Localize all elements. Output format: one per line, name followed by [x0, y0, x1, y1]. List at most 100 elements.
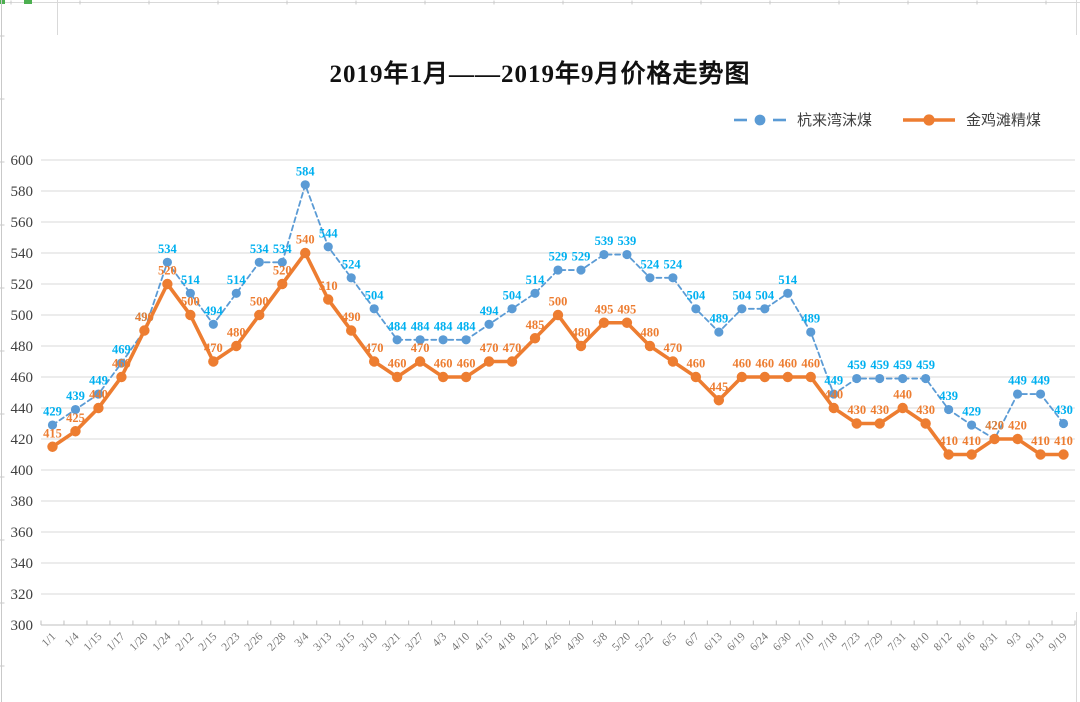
chart-title: 2019年1月——2019年9月价格走势图: [329, 61, 751, 88]
svg-text:484: 484: [411, 319, 431, 333]
svg-text:4/26: 4/26: [541, 630, 564, 653]
svg-text:490: 490: [135, 310, 154, 324]
svg-text:6/5: 6/5: [660, 630, 679, 649]
svg-text:460: 460: [11, 370, 34, 386]
svg-text:5/22: 5/22: [633, 630, 656, 653]
svg-text:540: 540: [296, 233, 315, 247]
svg-text:9/3: 9/3: [1005, 630, 1024, 649]
svg-text:469: 469: [112, 343, 131, 357]
svg-text:470: 470: [411, 341, 430, 355]
svg-text:449: 449: [824, 374, 843, 388]
svg-text:430: 430: [870, 403, 889, 417]
svg-text:4/3: 4/3: [430, 630, 449, 649]
svg-text:504: 504: [365, 288, 385, 302]
x-axis-labels: 1/1 1/4 1/15 1/17 1/20 1/24 2/12 2/15 2/23 2/26 2/…: [40, 630, 1070, 653]
svg-text:8/31: 8/31: [978, 630, 1001, 653]
svg-text:3/15: 3/15: [334, 630, 357, 653]
legend-item-hanglaiwan: 杭来湾沫煤: [733, 109, 872, 130]
svg-text:440: 440: [824, 388, 843, 402]
svg-text:7/29: 7/29: [863, 630, 886, 653]
svg-text:1/20: 1/20: [128, 630, 151, 653]
solid-line-dot-icon: [903, 113, 956, 126]
legend-label-jinjitan: 金鸡滩精煤: [966, 113, 1042, 129]
svg-text:1/17: 1/17: [105, 630, 128, 653]
svg-text:470: 470: [204, 341, 223, 355]
svg-text:524: 524: [342, 257, 362, 271]
svg-text:360: 360: [11, 525, 34, 541]
svg-text:460: 460: [388, 357, 407, 371]
svg-text:430: 430: [847, 403, 866, 417]
svg-text:480: 480: [227, 326, 246, 340]
svg-text:6/30: 6/30: [771, 630, 794, 653]
legend-label-hanglaiwan: 杭来湾沫煤: [797, 113, 873, 129]
svg-text:534: 534: [250, 242, 270, 256]
legend-item-jinjitan: 金鸡滩精煤: [902, 109, 1041, 130]
svg-text:320: 320: [11, 587, 34, 603]
svg-text:5/8: 5/8: [591, 630, 610, 649]
y-gridlines: [41, 159, 1075, 626]
svg-text:3/21: 3/21: [380, 630, 403, 653]
svg-text:7/31: 7/31: [886, 630, 909, 653]
svg-text:7/23: 7/23: [840, 630, 863, 653]
svg-text:420: 420: [985, 419, 1004, 433]
svg-text:600: 600: [11, 153, 34, 169]
svg-text:6/7: 6/7: [683, 630, 702, 649]
svg-text:514: 514: [227, 273, 247, 287]
series-jinjitan-data-labels: 415 425 440 460 490 520 500 470 480 500 520 540 510 4…: [43, 233, 1073, 449]
svg-text:544: 544: [319, 226, 339, 240]
svg-text:8/12: 8/12: [932, 630, 955, 653]
svg-text:484: 484: [434, 319, 454, 333]
svg-text:410: 410: [1031, 434, 1050, 448]
svg-text:560: 560: [11, 215, 34, 231]
dashed-line-dot-icon: [734, 114, 786, 125]
svg-text:459: 459: [847, 358, 866, 372]
svg-text:440: 440: [89, 388, 108, 402]
svg-text:3/13: 3/13: [311, 630, 334, 653]
svg-text:410: 410: [939, 434, 958, 448]
svg-text:449: 449: [1008, 374, 1027, 388]
svg-text:470: 470: [664, 341, 683, 355]
svg-text:430: 430: [916, 403, 935, 417]
svg-text:529: 529: [549, 250, 568, 264]
svg-text:300: 300: [11, 618, 34, 634]
series-hanglaiwan-line: [51, 183, 1065, 440]
svg-text:7/10: 7/10: [794, 630, 817, 653]
svg-text:439: 439: [66, 389, 85, 403]
svg-text:534: 534: [158, 242, 178, 256]
svg-text:420: 420: [985, 419, 1004, 433]
svg-text:459: 459: [916, 358, 935, 372]
svg-text:4/30: 4/30: [564, 630, 587, 653]
svg-text:1/15: 1/15: [82, 630, 105, 653]
svg-text:580: 580: [11, 184, 34, 200]
svg-text:4/15: 4/15: [472, 630, 495, 653]
svg-text:410: 410: [1054, 434, 1073, 448]
svg-text:529: 529: [572, 250, 591, 264]
svg-text:524: 524: [641, 257, 661, 271]
svg-text:459: 459: [870, 358, 889, 372]
svg-text:9/19: 9/19: [1047, 630, 1070, 653]
svg-text:514: 514: [181, 273, 201, 287]
svg-text:500: 500: [181, 295, 200, 309]
svg-text:7/18: 7/18: [817, 630, 840, 653]
svg-text:504: 504: [686, 288, 706, 302]
svg-text:400: 400: [11, 463, 34, 479]
svg-text:460: 460: [732, 357, 751, 371]
svg-text:2/12: 2/12: [174, 630, 197, 653]
svg-text:539: 539: [595, 234, 614, 248]
svg-text:6/13: 6/13: [702, 630, 725, 653]
svg-text:2/28: 2/28: [265, 630, 288, 653]
svg-text:489: 489: [801, 312, 820, 326]
svg-text:420: 420: [11, 432, 34, 448]
svg-text:429: 429: [43, 405, 62, 419]
svg-text:494: 494: [480, 304, 500, 318]
svg-text:520: 520: [273, 264, 292, 278]
svg-text:380: 380: [11, 494, 34, 510]
svg-text:445: 445: [709, 380, 728, 394]
svg-text:470: 470: [480, 341, 499, 355]
svg-text:459: 459: [893, 358, 912, 372]
svg-text:520: 520: [11, 277, 34, 293]
series-hanglaiwan-points: [47, 180, 1069, 444]
svg-text:495: 495: [595, 302, 614, 316]
svg-text:6/24: 6/24: [748, 630, 771, 653]
